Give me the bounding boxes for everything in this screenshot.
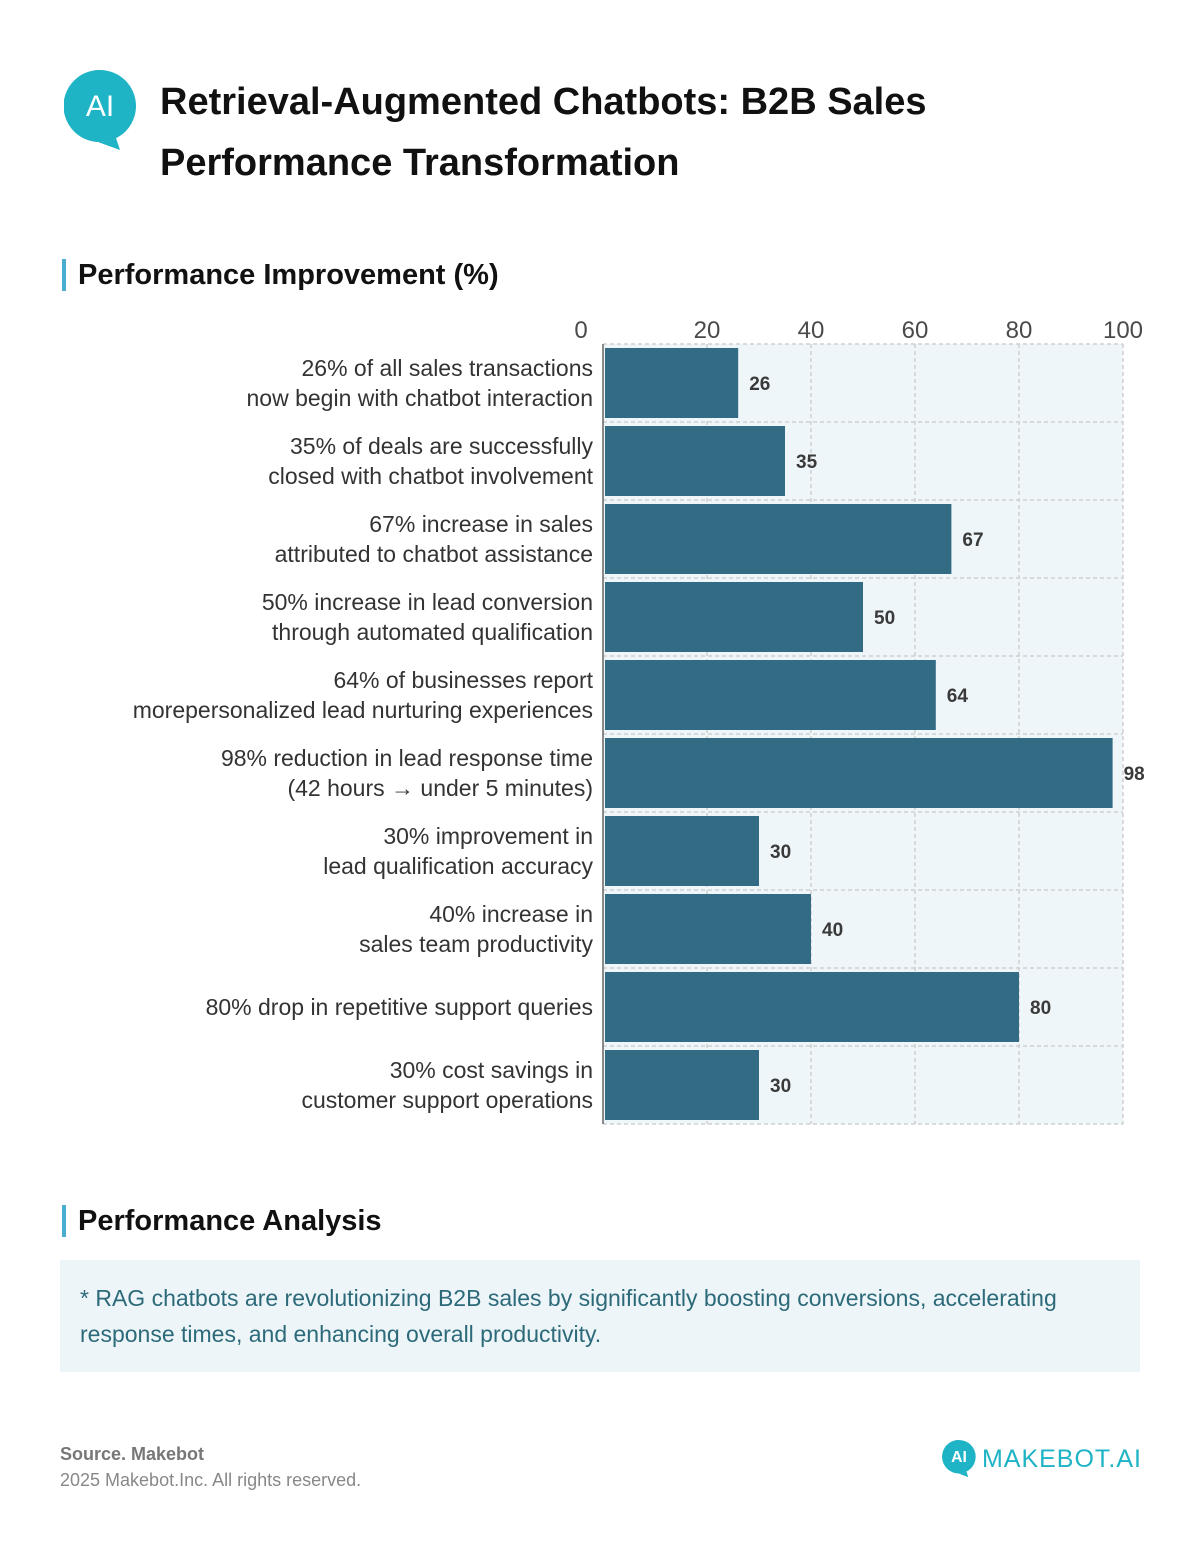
bar: [605, 972, 1019, 1042]
category-label: 50% increase in lead conversion through a…: [262, 589, 593, 645]
x-tick-label: 40: [798, 317, 825, 344]
x-tick-label: 20: [694, 317, 721, 344]
bar: [605, 816, 759, 886]
bar: [605, 660, 936, 730]
analysis-section-heading: Performance Analysis: [62, 1205, 382, 1237]
x-tick-label: 60: [902, 317, 929, 344]
value-label: 40: [822, 920, 843, 941]
value-label: 30: [770, 1076, 791, 1097]
brand-logo: AI MAKEBOT.AI: [942, 1440, 1142, 1478]
copyright-text: 2025 Makebot.Inc. All rights reserved.: [60, 1470, 362, 1490]
value-label: 30: [770, 842, 791, 863]
category-label: 98% reduction in lead response time (42 h…: [221, 745, 593, 801]
value-label: 50: [874, 608, 895, 629]
x-tick-label: 80: [1006, 317, 1033, 344]
category-label: 30% improvement in lead qualification acc…: [323, 823, 593, 879]
bar: [605, 1050, 759, 1120]
category-label: 40% increase in sales team productivity: [359, 901, 593, 957]
bar: [605, 426, 785, 496]
value-label: 35: [796, 452, 818, 473]
analysis-text: * RAG chatbots are revolutionizing B2B s…: [80, 1285, 1057, 1347]
category-label: 80% drop in repetitive support queries: [206, 994, 593, 1020]
value-label: 26: [749, 374, 770, 395]
brand-name: MAKEBOT.AI: [981, 1444, 1142, 1473]
chart-section-heading: Performance Improvement (%): [62, 259, 499, 291]
x-tick-label: 0: [574, 317, 587, 344]
bar: [605, 504, 952, 574]
source-label: Source. Makebot: [60, 1444, 205, 1464]
brand-icon-text: AI: [951, 1449, 967, 1466]
analysis-box: * RAG chatbots are revolutionizing B2B s…: [60, 1260, 1140, 1372]
page-title: Retrieval-Augmented Chatbots: B2B Sales …: [160, 81, 927, 184]
x-tick-label: 100: [1103, 317, 1143, 344]
value-label: 80: [1030, 998, 1051, 1019]
category-label: 30% cost savings in customer support oper…: [302, 1057, 594, 1113]
category-label: 64% of businesses report morepersonalized…: [133, 667, 594, 723]
bar: [605, 582, 863, 652]
category-label: 35% of deals are successfully closed with…: [268, 433, 593, 489]
bar: [605, 738, 1113, 808]
brand-icon: AI: [942, 1440, 976, 1478]
bar: [605, 894, 811, 964]
category-label: 67% increase in sales attributed to chatb…: [275, 511, 593, 567]
category-label: 26% of all sales transactions now begin w…: [247, 355, 594, 411]
value-label: 98: [1124, 764, 1145, 785]
logo-text: AI: [86, 90, 114, 123]
bar: [605, 348, 739, 418]
value-label: 67: [962, 530, 983, 551]
bar-chart: 0 20 40 60 80 100 26 35 67 50 64 98 30 40 80 30 26% of…: [133, 317, 1145, 1125]
ai-chat-logo-icon: AI: [64, 70, 136, 150]
value-label: 64: [947, 686, 969, 707]
